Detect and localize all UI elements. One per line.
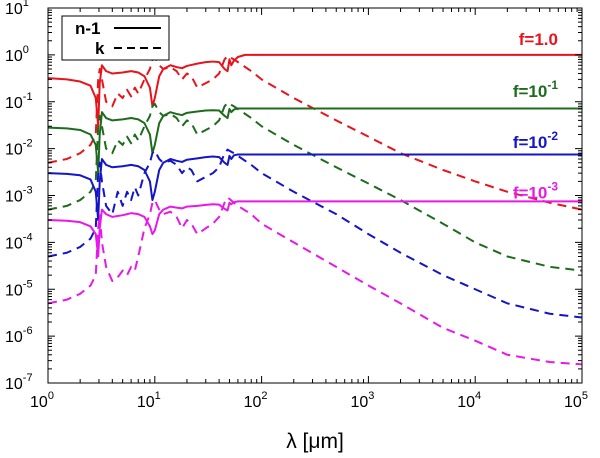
legend-label-n-1: n-1 <box>75 19 101 38</box>
series-line-7 <box>48 196 582 366</box>
series-label-0: f=1.0 <box>519 30 558 49</box>
legend-box <box>61 15 170 61</box>
y-tick-label-8: 101 <box>5 0 29 18</box>
y-tick-label-2: 10-5 <box>5 278 33 299</box>
x-tick-label-1: 101 <box>137 390 161 411</box>
series-line-0 <box>48 53 582 128</box>
series-line-4 <box>48 153 582 222</box>
y-tick-label-4: 10-3 <box>5 185 33 206</box>
y-tick-label-6: 10-1 <box>5 91 33 112</box>
plot-frame <box>47 7 583 384</box>
x-tick-label-3: 103 <box>350 390 374 411</box>
y-tick-label-0: 10-7 <box>5 372 33 393</box>
label-layer: 100 101 102 103 104 105 10-7 10-6 10-5 10-4 10-3 10… <box>5 0 588 411</box>
series-label-2: f=10-2 <box>513 129 558 152</box>
series-line-2 <box>48 107 582 175</box>
series-line-3 <box>48 101 582 272</box>
y-tick-label-7: 100 <box>5 44 29 65</box>
y-tick-label-5: 10-2 <box>5 138 33 159</box>
x-axis-label: λ [μm] <box>286 430 344 453</box>
series-label-1: f=10-1 <box>513 78 558 101</box>
series-label-3: f=10-3 <box>513 180 558 203</box>
series-line-1 <box>48 54 582 211</box>
tick-layer <box>47 7 583 384</box>
series-line-5 <box>48 148 582 319</box>
y-tick-label-1: 10-6 <box>5 325 33 346</box>
x-tick-label-4: 104 <box>457 390 481 411</box>
legend: n-1 k <box>61 15 170 61</box>
x-tick-label-5: 105 <box>564 390 588 411</box>
series-layer <box>48 53 582 366</box>
x-tick-label-2: 102 <box>244 390 268 411</box>
series-line-6 <box>48 200 582 258</box>
y-tick-label-3: 10-4 <box>5 231 33 252</box>
x-tick-label-0: 100 <box>30 390 54 411</box>
legend-label-k: k <box>95 39 105 58</box>
